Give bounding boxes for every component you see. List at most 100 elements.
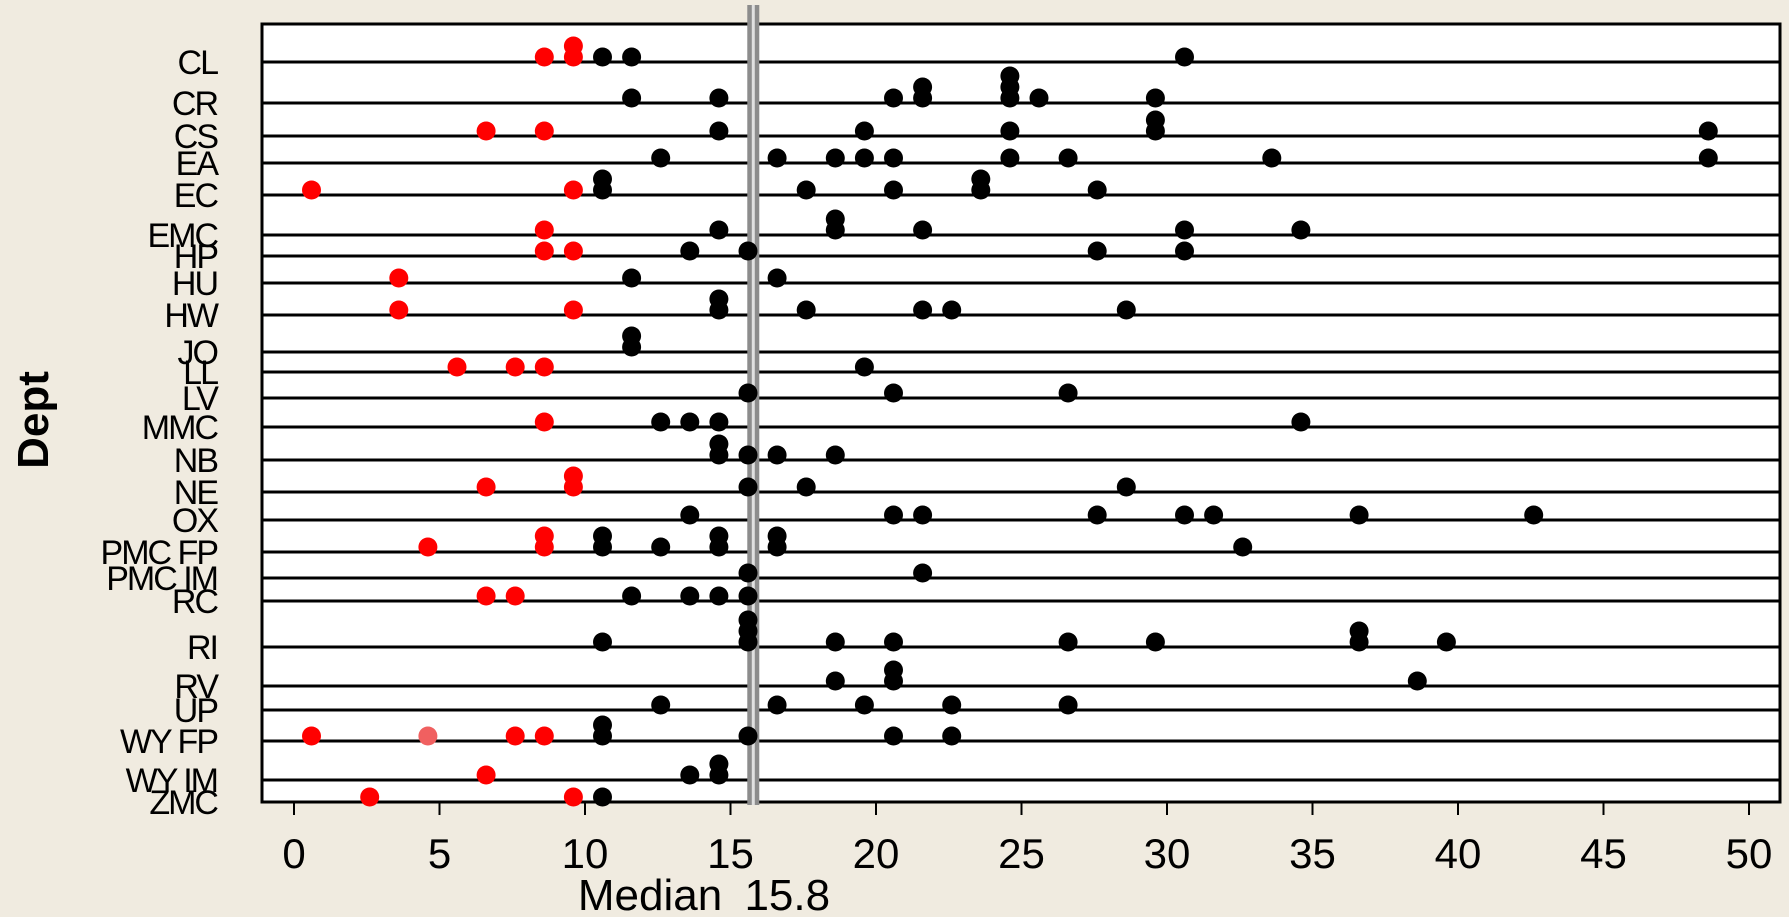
data-point xyxy=(563,241,583,261)
data-point xyxy=(709,445,729,465)
data-point xyxy=(622,268,642,288)
data-point xyxy=(1407,671,1427,691)
data-point xyxy=(1116,300,1136,320)
data-point xyxy=(942,726,962,746)
data-point xyxy=(622,586,642,606)
data-point xyxy=(680,505,700,525)
data-point xyxy=(534,220,554,240)
data-point xyxy=(1087,180,1107,200)
data-point xyxy=(709,586,729,606)
dept-label: HU xyxy=(172,265,217,303)
data-point xyxy=(534,121,554,141)
data-point xyxy=(1058,632,1078,652)
data-point xyxy=(680,586,700,606)
dept-label: RI xyxy=(187,629,217,667)
data-point xyxy=(1349,632,1369,652)
x-tick-label: 20 xyxy=(853,830,900,877)
dept-label: OX xyxy=(172,502,218,540)
data-point xyxy=(709,300,729,320)
data-point xyxy=(738,563,758,583)
data-point xyxy=(563,47,583,67)
dept-label: JO xyxy=(178,334,218,372)
x-tick-label: 5 xyxy=(428,830,451,877)
data-point xyxy=(563,300,583,320)
data-point xyxy=(854,121,874,141)
data-point xyxy=(1175,47,1194,67)
data-point xyxy=(738,383,758,403)
dept-label: NE xyxy=(174,474,219,512)
dept-label: PMC IM xyxy=(106,560,217,598)
data-point xyxy=(534,537,554,557)
dept-label: WY IM xyxy=(126,762,217,800)
data-point xyxy=(1087,241,1107,261)
data-point xyxy=(884,88,903,108)
data-point xyxy=(476,477,496,497)
data-point xyxy=(593,787,612,807)
data-point xyxy=(476,765,496,785)
dept-label: EMC xyxy=(147,217,218,255)
data-point xyxy=(913,563,933,583)
data-point xyxy=(1291,220,1311,240)
data-point xyxy=(418,537,438,557)
data-point xyxy=(884,726,903,746)
data-point xyxy=(884,148,903,168)
dept-label: HW xyxy=(164,297,219,335)
data-point xyxy=(796,477,816,497)
plot-area xyxy=(260,22,1782,804)
data-point xyxy=(884,505,903,525)
data-point xyxy=(825,632,845,652)
data-point xyxy=(884,180,903,200)
data-point xyxy=(418,726,438,746)
data-point xyxy=(854,695,874,715)
data-point xyxy=(738,477,758,497)
data-point xyxy=(680,412,700,432)
data-points xyxy=(302,36,1718,807)
data-point xyxy=(447,357,467,377)
data-point xyxy=(593,537,612,557)
data-point xyxy=(709,88,729,108)
data-point xyxy=(302,180,321,200)
data-point xyxy=(709,121,729,141)
data-point xyxy=(738,726,758,746)
data-point xyxy=(534,47,554,67)
dept-label: PMC FP xyxy=(101,534,218,572)
data-point xyxy=(1175,505,1194,525)
data-point xyxy=(651,412,671,432)
data-point xyxy=(1145,632,1165,652)
data-point xyxy=(884,383,903,403)
data-point xyxy=(767,148,787,168)
data-point xyxy=(593,632,612,652)
data-point xyxy=(476,586,496,606)
x-tick-label: 25 xyxy=(998,830,1045,877)
data-point xyxy=(796,180,816,200)
dept-label: CS xyxy=(174,118,219,156)
dept-label: HP xyxy=(174,238,218,276)
x-axis-title: Median 15.8 xyxy=(578,871,830,917)
data-point xyxy=(709,537,729,557)
data-point xyxy=(680,765,700,785)
median-bar-highlight xyxy=(751,5,755,805)
dept-label: LL xyxy=(183,354,218,392)
x-tick-label: 45 xyxy=(1580,830,1627,877)
data-point xyxy=(1116,477,1136,497)
data-point xyxy=(1262,148,1282,168)
data-point xyxy=(767,695,787,715)
data-point xyxy=(593,47,612,67)
data-point xyxy=(913,88,933,108)
x-tick-label: 50 xyxy=(1726,830,1773,877)
x-tick-label: 0 xyxy=(282,830,305,877)
data-point xyxy=(767,445,787,465)
data-point xyxy=(1175,241,1194,261)
x-axis: 0 5 10 15 20 25 30 35 40 45 50 xyxy=(282,802,1772,877)
data-point xyxy=(1145,121,1165,141)
dept-label: EA xyxy=(176,145,220,183)
data-point xyxy=(389,268,409,288)
x-tick-label: 35 xyxy=(1289,830,1336,877)
x-tick-label: 40 xyxy=(1435,830,1482,877)
data-point xyxy=(302,726,321,746)
dept-label: LV xyxy=(182,380,219,418)
data-point xyxy=(622,88,642,108)
median-line xyxy=(747,5,760,805)
